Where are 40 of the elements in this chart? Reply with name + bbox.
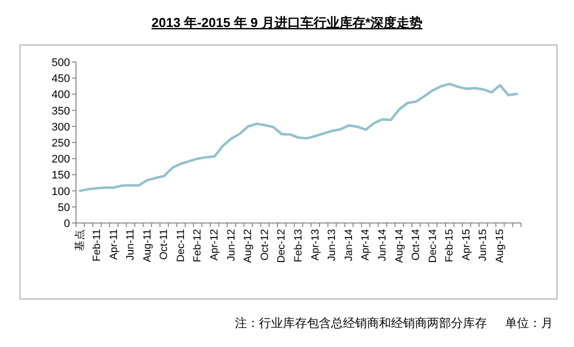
y-tick-label: 300 bbox=[52, 121, 70, 134]
x-tick-label: Aug-15 bbox=[494, 229, 506, 263]
y-tick-label: 450 bbox=[52, 73, 70, 86]
x-tick-label: Dec-14 bbox=[426, 229, 439, 263]
x-tick-label: Dec-12 bbox=[276, 229, 288, 263]
y-tick-label: 500 bbox=[52, 57, 70, 69]
y-tick-label: 250 bbox=[52, 138, 70, 150]
x-tick-label: Jan-14 bbox=[342, 229, 355, 262]
x-tick-label: Oct-11 bbox=[158, 229, 170, 260]
x-tick-label: Apr-15 bbox=[460, 229, 472, 261]
x-tick-label: Aug-11 bbox=[141, 229, 154, 262]
y-tick-label: 100 bbox=[52, 186, 70, 198]
title: 2013 年-2015 年 9 月进口车行业库存*深度走势 bbox=[152, 15, 422, 30]
x-tick-label: Apr-12 bbox=[208, 229, 221, 261]
x-tick-label: Aug-12 bbox=[242, 229, 254, 263]
x-tick-label: Apr-14 bbox=[360, 229, 372, 261]
annotation: 注：行业库存包含总经销商和经销商两部分库存 bbox=[235, 316, 487, 330]
y-tick-label: 0 bbox=[64, 218, 70, 230]
x-tick-label: Jun-15 bbox=[477, 229, 490, 262]
y-tick-label: 50 bbox=[58, 202, 70, 214]
x-tick-label: Feb-12 bbox=[192, 229, 204, 262]
y-tick-label: 200 bbox=[52, 154, 70, 166]
x-tick-label: Feb-13 bbox=[292, 229, 304, 262]
annotation: 单位：月 bbox=[505, 316, 553, 330]
x-tick-label: Feb-15 bbox=[444, 229, 456, 262]
y-tick-label: 350 bbox=[52, 105, 70, 118]
x-tick-label: Dec-11 bbox=[174, 229, 187, 262]
x-tick-label: Oct-14 bbox=[410, 229, 422, 261]
y-tick-label: 400 bbox=[52, 89, 70, 102]
x-tick-label: Jun-14 bbox=[376, 229, 388, 262]
x-tick-label: Apr-11 bbox=[108, 229, 120, 260]
x-tick-label: Oct-12 bbox=[258, 229, 271, 261]
x-tick-label: Apr-13 bbox=[309, 229, 322, 261]
x-tick-label: 基点 bbox=[74, 229, 86, 251]
x-tick-label: Jun-12 bbox=[225, 229, 238, 262]
x-tick-label: Feb-11 bbox=[91, 229, 103, 262]
x-tick-label: Jun-11 bbox=[124, 229, 137, 260]
y-tick-label: 150 bbox=[52, 170, 70, 182]
x-tick-label: Jun-13 bbox=[326, 229, 338, 262]
x-tick-label: Aug-14 bbox=[393, 229, 406, 263]
